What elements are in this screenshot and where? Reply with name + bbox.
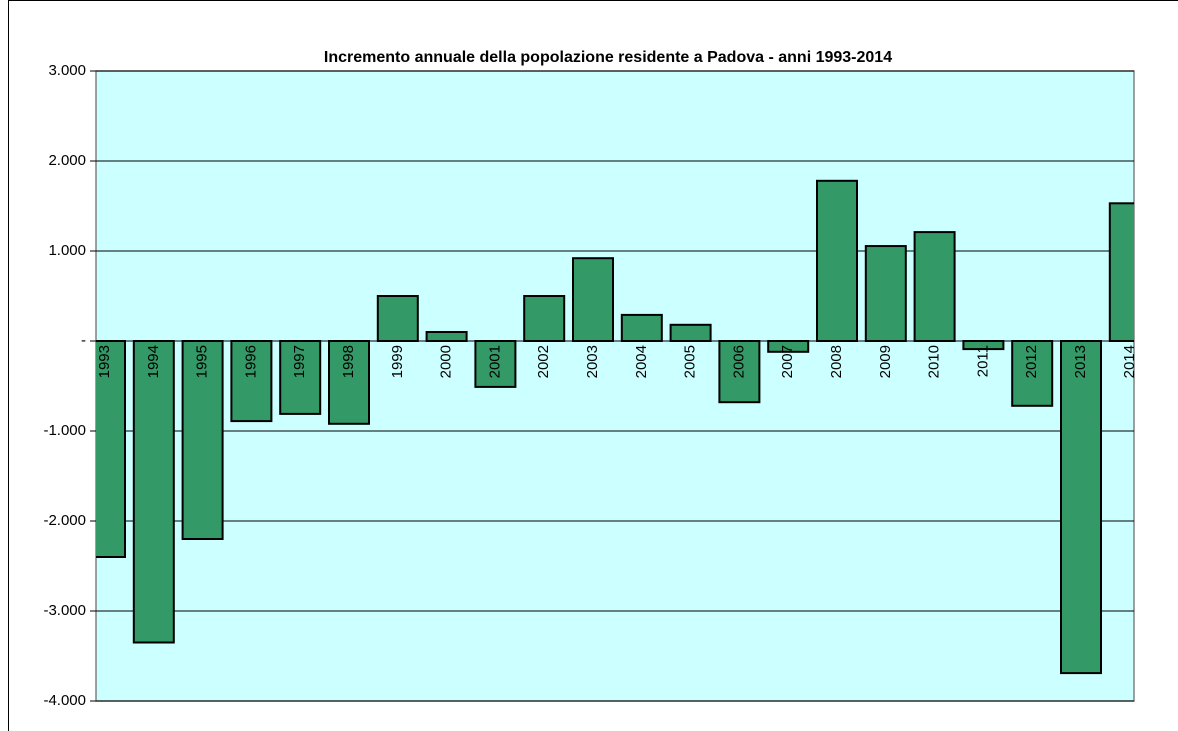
bar [279,340,322,415]
bar [1060,340,1102,675]
bar [181,340,224,540]
x-tick-label: 2000 [438,345,455,378]
bar [425,331,468,342]
bar [816,179,858,342]
bar [523,295,566,342]
bar [767,340,810,353]
x-tick-label: 2013 [1072,345,1089,378]
y-tick-label: - [81,332,86,349]
bar [96,340,126,558]
x-tick-label: 2001 [486,345,503,378]
x-tick-label: 2003 [584,345,601,378]
x-tick-label: 1993 [96,345,113,378]
bar [328,340,370,425]
x-tick-label: 2011 [974,345,991,377]
bar [718,340,761,404]
x-tick-label: 1998 [340,345,357,378]
bar [620,313,663,342]
x-tick-label: 2010 [926,345,943,378]
labels: -4.000-3.000-2.000-1.000-1.0002.0003.000… [43,62,1137,709]
bars [96,179,1134,675]
x-tick-label: 2007 [779,345,796,378]
y-tick-label: 2.000 [48,152,86,169]
x-tick-label: 2012 [1023,345,1040,378]
bar [913,231,956,343]
y-tick-label: -3.000 [43,602,86,619]
y-tick-label: 1.000 [48,242,86,259]
x-tick-label: 2009 [877,345,894,378]
bar [132,340,175,644]
x-tick-label: 1994 [145,345,162,378]
grid [90,70,1134,702]
x-tick-label: 2014 [1121,345,1138,378]
bar [474,340,517,388]
bar [572,257,614,343]
x-tick-label: 1997 [291,345,308,378]
bar [1108,202,1134,342]
bar [669,323,712,342]
x-tick-label: 2008 [828,345,845,378]
x-tick-label: 1995 [194,345,211,378]
bar [376,295,419,342]
bar [1011,340,1054,407]
y-tick-label: -1.000 [43,422,86,439]
x-tick-label: 1999 [389,345,406,378]
x-tick-label: 2002 [535,345,552,378]
x-tick-label: 2006 [730,345,747,378]
x-tick-label: 1996 [242,345,259,378]
chart-title: Incremento annuale della popolazione res… [324,49,892,66]
x-tick-label: 2005 [682,345,699,378]
y-tick-label: -2.000 [43,512,86,529]
bar [962,340,1005,351]
x-tick-label: 2004 [633,345,650,378]
bar [230,340,273,423]
y-tick-label: -4.000 [43,692,86,709]
bar [864,245,907,342]
y-tick-label: 3.000 [48,62,86,79]
